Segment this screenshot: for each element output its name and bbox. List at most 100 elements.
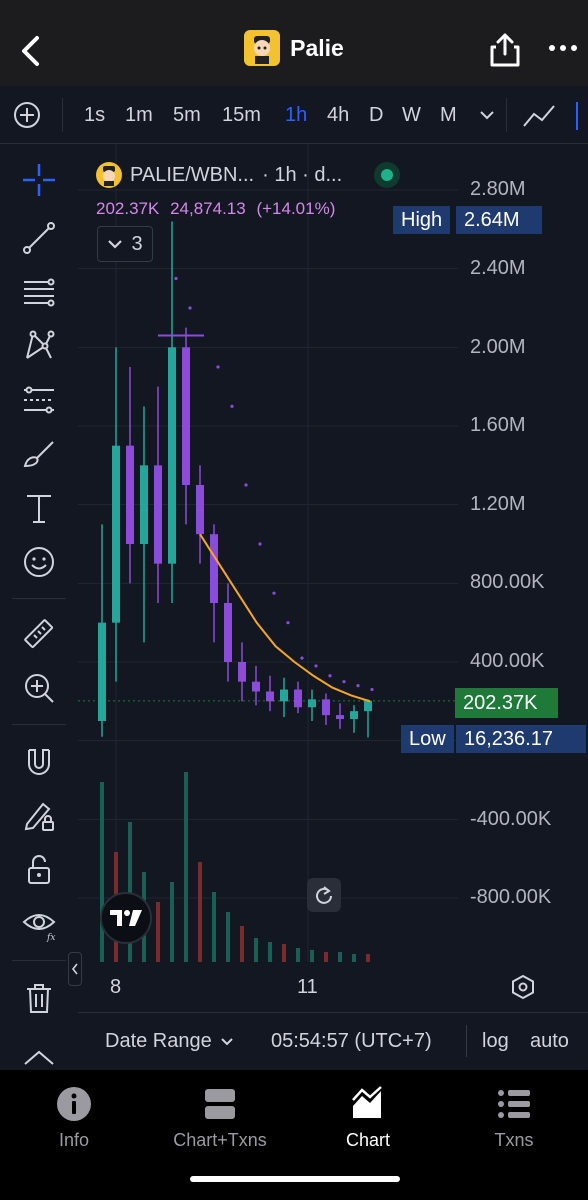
smiley-icon — [24, 547, 54, 577]
divider — [12, 598, 66, 599]
share-icon[interactable] — [488, 32, 522, 68]
clock-timezone[interactable]: 05:54:57 (UTC+7) — [271, 1030, 432, 1052]
reset-chart-button[interactable] — [307, 878, 341, 912]
bottom-tab-bar: Info Chart+Txns Chart Txns — [0, 1070, 588, 1200]
interval-m[interactable]: M — [440, 104, 457, 126]
pattern-tool[interactable] — [19, 326, 59, 366]
price-tick: 2.40M — [470, 257, 526, 279]
tab-info[interactable]: Info — [14, 1086, 134, 1151]
price-chart[interactable] — [78, 144, 588, 1012]
candle-body — [350, 711, 358, 720]
market-status-icon[interactable] — [374, 162, 401, 188]
collapse-toolbar-button[interactable] — [68, 952, 82, 986]
remove-drawings-tool[interactable] — [19, 978, 59, 1018]
volume-bar — [156, 902, 160, 962]
volume-bar — [296, 948, 300, 962]
interval-1s[interactable]: 1s — [84, 104, 106, 126]
magnet-tool[interactable] — [19, 742, 59, 782]
interval-w[interactable]: W — [402, 104, 421, 126]
trendline-tool[interactable] — [19, 218, 59, 258]
candle-body — [266, 691, 274, 702]
tradingview-logo[interactable] — [100, 892, 152, 944]
page-title: Palie — [290, 34, 344, 61]
chevron-down-icon[interactable] — [478, 106, 496, 124]
candle-body — [336, 715, 344, 720]
auto-scale-toggle[interactable]: auto — [530, 1030, 569, 1052]
interval-1m[interactable]: 1m — [125, 104, 153, 126]
toolbar-edge — [576, 102, 582, 130]
time-tick: 8 — [110, 976, 122, 998]
divider — [506, 98, 507, 132]
fib-tool[interactable] — [19, 272, 59, 312]
text-tool[interactable] — [19, 488, 59, 528]
brush-icon — [23, 441, 54, 468]
chart-type-icon[interactable] — [522, 102, 556, 128]
time-tick: 11 — [297, 976, 318, 998]
candles — [98, 221, 372, 738]
candle-body — [294, 689, 302, 708]
tab-chart[interactable]: Chart — [308, 1086, 428, 1151]
interval-d[interactable]: D — [369, 104, 384, 126]
visibility-tool[interactable]: fx — [19, 904, 59, 944]
list-icon — [498, 1090, 530, 1118]
chart-legend[interactable]: PALIE/WBN... · 1h · d... — [96, 162, 401, 188]
log-scale-toggle[interactable]: log — [482, 1030, 509, 1052]
candle-body — [322, 699, 330, 716]
chevron-down-icon — [108, 240, 123, 249]
volume-bar — [254, 938, 258, 962]
volume-bar — [198, 862, 202, 962]
horizontal-lines-icon — [24, 278, 55, 307]
chart-settings-icon[interactable] — [510, 974, 536, 1000]
date-range-button[interactable]: Date Range — [105, 1030, 234, 1053]
indicator-dot — [258, 542, 262, 546]
candle-body — [98, 622, 106, 721]
date-range-label: Date Range — [105, 1030, 212, 1052]
candle-body — [238, 662, 246, 682]
grid — [78, 144, 458, 962]
indicators-toggle[interactable]: 3 — [97, 226, 153, 262]
candle-body — [364, 700, 372, 712]
zoom-tool[interactable] — [19, 668, 59, 708]
emoji-tool[interactable] — [19, 542, 59, 582]
chart-pane[interactable]: PALIE/WBN... · 1h · d... 202.37K 24,874.… — [78, 144, 588, 1012]
candle-body — [210, 534, 218, 603]
lock-drawing-tool[interactable] — [19, 796, 59, 836]
split-view-icon — [205, 1089, 235, 1119]
indicator-dot — [174, 276, 178, 281]
zoom-in-icon — [25, 674, 54, 703]
chevron-down-icon — [221, 1037, 233, 1045]
volume-bar — [240, 926, 244, 962]
info-icon — [57, 1087, 91, 1121]
candle-body — [112, 445, 120, 623]
measure-tool[interactable] — [19, 614, 59, 654]
ruler-icon — [24, 619, 54, 649]
tab-txns-label: Txns — [494, 1130, 534, 1150]
chart-overlays — [158, 276, 374, 692]
token-coin-icon — [96, 162, 122, 188]
legend-change-abs: 24,874.13 — [170, 199, 246, 218]
divider — [12, 960, 66, 961]
crosshair-tool[interactable] — [19, 160, 59, 200]
interval-5m[interactable]: 5m — [173, 104, 201, 126]
top-header: Palie — [0, 0, 588, 86]
eye-icon: fx — [22, 914, 56, 942]
tab-txns[interactable]: Txns — [454, 1086, 574, 1151]
candle-body — [308, 699, 316, 708]
volume-bar — [170, 882, 174, 962]
token-avatar-icon — [254, 36, 271, 64]
interval-4h[interactable]: 4h — [327, 104, 350, 126]
add-symbol-icon[interactable] — [12, 100, 42, 130]
indicator-dot — [244, 483, 248, 487]
projection-tool[interactable] — [19, 380, 59, 420]
brush-tool[interactable] — [19, 434, 59, 474]
ellipsis-icon[interactable] — [548, 38, 578, 58]
trash-icon — [27, 984, 51, 1013]
indicator-dot — [370, 687, 374, 692]
chevron-left-icon[interactable] — [16, 34, 46, 68]
tab-chart-txns[interactable]: Chart+Txns — [160, 1086, 280, 1151]
interval-15m[interactable]: 15m — [222, 104, 261, 126]
lock-all-tool[interactable] — [19, 850, 59, 890]
more-tools[interactable] — [19, 1042, 59, 1070]
interval-1h[interactable]: 1h — [285, 104, 308, 126]
chart-bottom-bar: Date Range 05:54:57 (UTC+7) log auto — [78, 1012, 588, 1070]
